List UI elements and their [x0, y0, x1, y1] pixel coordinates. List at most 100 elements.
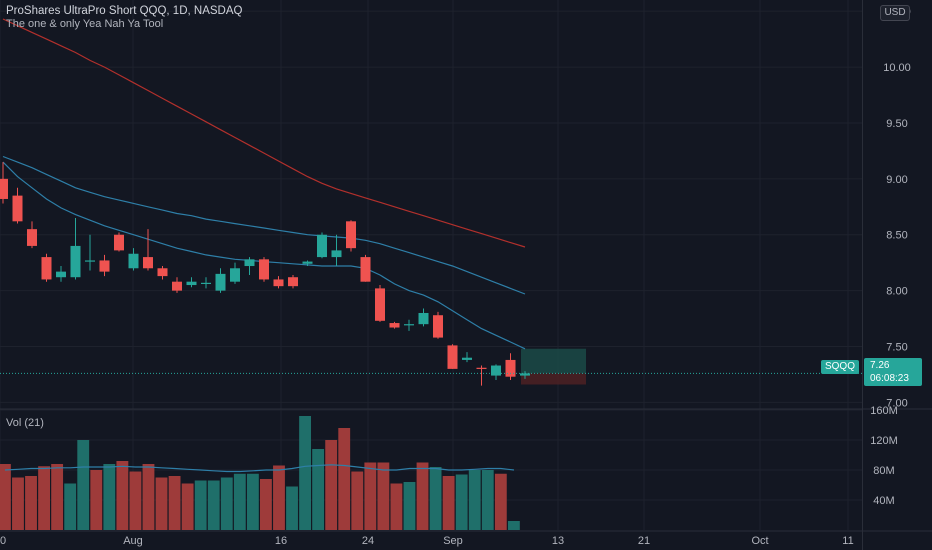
volume-bar [168, 476, 181, 530]
candle-body [201, 282, 211, 285]
time-tick-label: 21 [638, 535, 650, 547]
volume-tick-label: 40M [873, 495, 894, 507]
last-price-badge: 7.26 06:08:23 [864, 358, 922, 386]
candle-body [317, 234, 327, 258]
volume-label: Vol (21) [6, 417, 44, 429]
volume-bar [286, 486, 298, 530]
currency-button[interactable]: USD [880, 5, 910, 21]
candle-body [462, 357, 472, 360]
candle-body [186, 281, 197, 286]
candle-body [128, 253, 139, 269]
candle-body [230, 268, 240, 282]
volume-bar [77, 440, 90, 530]
volume-bar [260, 479, 272, 530]
moving-average-2 [2, 155, 526, 295]
last-price: 7.26 [870, 360, 890, 371]
volume-bar [416, 462, 429, 530]
candle-body [302, 261, 313, 264]
volume-tick-label: 120M [870, 435, 898, 447]
indicator-title: The one & only Yea Nah Ya Tool [6, 18, 164, 30]
volume-bar [429, 467, 442, 530]
volume-bar [403, 482, 416, 530]
candle-body [331, 250, 342, 258]
time-tick-label: 13 [552, 535, 564, 547]
volume-bar [364, 462, 377, 530]
moving-average-3 [2, 18, 526, 248]
candle-body [114, 234, 124, 251]
candle-body [389, 323, 400, 328]
time-tick-label: 20 [0, 535, 6, 547]
position-loss-zone [521, 373, 586, 385]
volume-bar [25, 476, 37, 530]
price-tick-label: 8.50 [886, 230, 907, 242]
candle-body [375, 288, 385, 321]
chart-title: ProShares UltraPro Short QQQ, 1D, NASDAQ [6, 5, 243, 17]
volume-tick-label: 80M [873, 465, 894, 477]
volume-bar [233, 473, 246, 530]
volume-bar [246, 473, 259, 530]
candle-body [143, 257, 153, 269]
time-tick-label: 24 [362, 535, 374, 547]
volume-bar [90, 470, 103, 530]
volume-bar [142, 464, 155, 530]
volume-bar [468, 470, 481, 530]
volume-bar [481, 470, 494, 530]
time-tick-label: 16 [275, 535, 287, 547]
candle-body [215, 273, 226, 291]
price-tick-label: 8.00 [886, 286, 907, 298]
candle-body [244, 259, 255, 267]
candle-body [346, 221, 356, 249]
price-tick-label: 9.50 [886, 118, 907, 130]
candle-body [157, 268, 168, 277]
time-tick-label: Sep [443, 535, 463, 547]
candle-body [85, 260, 95, 262]
candle-body [288, 277, 298, 287]
volume-bar [38, 466, 50, 530]
volume-bar [155, 477, 168, 530]
price-tick-label: 7.50 [886, 342, 907, 354]
volume-bar [220, 477, 233, 530]
time-tick-label: Aug [123, 535, 143, 547]
candle-body [447, 345, 458, 369]
candle-body [259, 259, 269, 280]
volume-bar [207, 480, 220, 530]
symbol-badge: SQQQ [821, 360, 859, 374]
volume-bar [377, 462, 390, 530]
candle-body [433, 315, 443, 338]
volume-bar [273, 465, 285, 530]
time-tick-label: Oct [751, 535, 768, 547]
volume-bar [0, 464, 11, 530]
candle-body [70, 245, 81, 278]
position-profit-zone [521, 348, 586, 374]
volume-bar [442, 476, 455, 530]
time-tick-label: 11 [842, 535, 853, 547]
volume-bar [12, 477, 24, 530]
volume-bar [103, 464, 116, 530]
price-tick-label: 7.00 [886, 397, 907, 409]
candle-body [404, 324, 414, 326]
candle-body [476, 367, 487, 369]
price-tick-label: 9.00 [886, 174, 907, 186]
candle-body [491, 365, 501, 376]
candle-body [520, 373, 530, 376]
volume-bar [51, 464, 64, 530]
candle-body [0, 178, 8, 199]
volume-bar [390, 483, 403, 530]
volume-bar [116, 461, 129, 530]
volume-bar [351, 471, 364, 530]
volume-bar [507, 521, 520, 530]
volume-bar [455, 474, 468, 530]
candle-body [27, 229, 37, 246]
volume-bar [325, 440, 338, 530]
candle-body [12, 195, 23, 222]
volume-bar [129, 471, 142, 530]
price-tick-label: 10.00 [883, 62, 911, 74]
volume-tick-label: 160M [870, 405, 898, 417]
bar-countdown: 06:08:23 [870, 373, 909, 384]
volume-bar [181, 483, 194, 530]
candle-body [273, 279, 284, 287]
candle-body [56, 271, 66, 278]
candle-body [360, 257, 371, 282]
volume-bar [64, 483, 77, 530]
